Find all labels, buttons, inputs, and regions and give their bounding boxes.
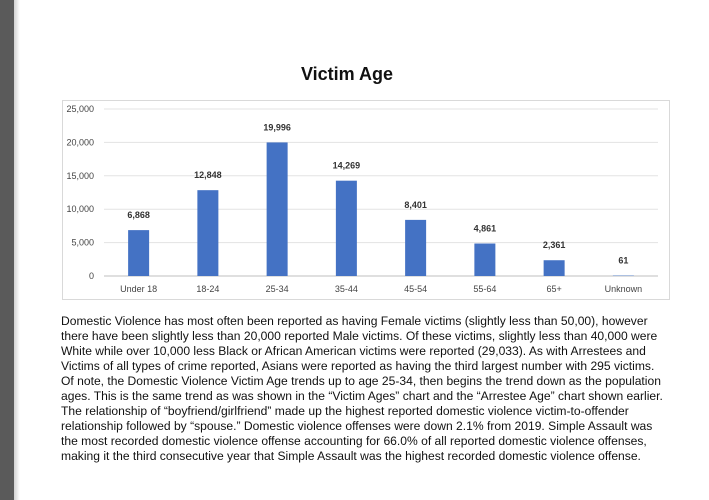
data-label: 4,861 — [474, 224, 497, 234]
data-label: 19,996 — [263, 122, 291, 132]
data-label: 2,361 — [543, 240, 566, 250]
x-tick-label: 18-24 — [196, 284, 219, 294]
data-label: 61 — [618, 256, 628, 266]
data-label: 14,269 — [333, 161, 361, 171]
bar-chart: 0 5,000 10,000 15,000 20,000 25,000 6,868 Under… — [66, 104, 658, 294]
data-label: 8,401 — [404, 200, 427, 210]
window-edge — [0, 0, 14, 500]
x-tick-label: 45-54 — [404, 284, 427, 294]
x-tick-label: Unknown — [605, 284, 643, 294]
bar — [474, 243, 496, 276]
bar — [405, 219, 427, 276]
chart-title: Victim Age — [300, 64, 394, 84]
body-paragraph: Domestic Violence has most often been re… — [61, 314, 663, 463]
y-tick-label: 0 — [89, 271, 94, 281]
x-tick-label: 55-64 — [473, 284, 496, 294]
y-tick-label: 15,000 — [66, 171, 94, 181]
x-tick-label: 65+ — [546, 284, 561, 294]
data-label: 12,848 — [194, 170, 222, 180]
x-tick-label: Under 18 — [120, 284, 157, 294]
y-tick-label: 25,000 — [66, 104, 94, 114]
bar — [128, 230, 150, 276]
page-shadow — [14, 0, 20, 500]
y-tick-label: 10,000 — [66, 204, 94, 214]
bar — [197, 190, 219, 276]
chart-frame — [62, 100, 670, 300]
y-tick-label: 5,000 — [71, 238, 94, 248]
bar — [266, 142, 288, 276]
bar — [543, 260, 565, 276]
y-tick-label: 20,000 — [66, 137, 94, 147]
x-tick-label: 25-34 — [266, 284, 289, 294]
bar — [335, 180, 357, 276]
data-label: 6,868 — [127, 210, 150, 220]
x-tick-label: 35-44 — [335, 284, 358, 294]
